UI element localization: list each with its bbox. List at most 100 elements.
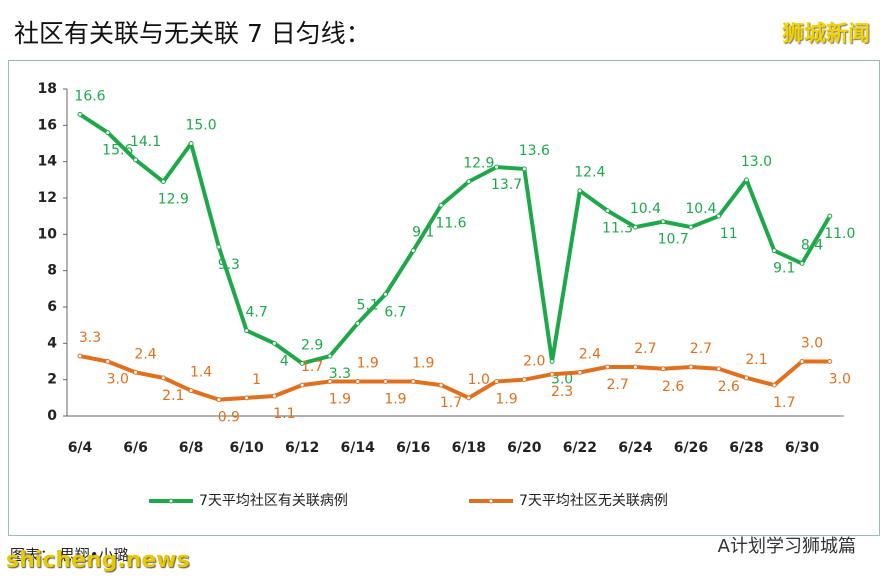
data-point (271, 340, 277, 346)
legend-label: 7天平均社区有关联病例 (199, 493, 348, 509)
data-point (605, 364, 611, 370)
legend-marker (488, 498, 494, 504)
data-point (827, 213, 833, 219)
y-tick-label: 16 (38, 117, 57, 133)
x-tick-label: 6/16 (396, 440, 430, 456)
watermark: 狮城新闻 (781, 22, 870, 47)
data-label: 2.0 (523, 354, 545, 370)
data-label: 15.6 (102, 143, 133, 159)
data-point (743, 375, 749, 381)
x-tick-label: 6/30 (785, 440, 820, 456)
data-point (660, 219, 666, 225)
data-point (355, 320, 361, 326)
x-tick-label: 6/24 (618, 440, 653, 456)
y-tick-label: 4 (47, 335, 57, 351)
data-point (521, 377, 527, 383)
data-label: 2.1 (162, 388, 184, 404)
data-point (771, 248, 777, 254)
series-line (78, 112, 832, 366)
data-label: 4.7 (245, 305, 267, 321)
data-label: 2.3 (551, 384, 573, 400)
data-label: 2.6 (662, 379, 684, 395)
data-point (327, 353, 333, 359)
y-tick-label: 0 (47, 408, 57, 424)
data-label: 1.0 (468, 372, 490, 388)
chart-frame: 0 2 4 6 8 10 12 14 16 18 6/4 6/6 6/8 6/10 6/12 6/14 6/16… (8, 60, 880, 536)
data-label: 3.3 (329, 366, 351, 382)
data-point (216, 244, 222, 250)
data-point (521, 166, 527, 172)
data-label: 2.4 (134, 346, 156, 362)
x-tick-label: 6/14 (341, 440, 376, 456)
data-label: 1.7 (440, 395, 462, 411)
data-label: 3.0 (829, 372, 851, 388)
data-label: 5.1 (357, 297, 379, 313)
data-label: 15.0 (185, 118, 216, 134)
data-point (160, 179, 166, 185)
data-point (438, 382, 444, 388)
data-label: 11.3 (602, 221, 633, 237)
data-point (77, 111, 83, 117)
data-label: 3.0 (801, 336, 823, 352)
data-label: 11 (720, 226, 738, 242)
data-point (605, 208, 611, 214)
data-label: 11.0 (824, 226, 855, 242)
data-point (382, 291, 388, 297)
data-point (716, 213, 722, 219)
account: A计划学习狮城篇 (717, 536, 856, 557)
data-label: 10.4 (685, 201, 716, 217)
data-label: 1.1 (273, 406, 295, 422)
data-label: 13.0 (741, 154, 772, 170)
data-point (271, 393, 277, 399)
data-point (577, 369, 583, 375)
data-point (327, 378, 333, 384)
data-point (382, 378, 388, 384)
data-label: 1 (252, 372, 261, 388)
data-label: 13.6 (519, 143, 550, 159)
x-tick-label: 6/8 (179, 440, 204, 456)
data-point (216, 397, 222, 403)
data-label: 11.6 (435, 215, 466, 231)
data-label: 10.7 (658, 232, 689, 248)
data-label: 1.7 (773, 395, 795, 411)
data-label: 3.0 (107, 372, 129, 388)
x-tick-label: 6/6 (123, 440, 148, 456)
data-point (466, 395, 472, 401)
page-title: 社区有关联与无关联 7 日匀线： (14, 19, 371, 48)
x-tick-label: 6/4 (68, 440, 93, 456)
data-label: 2.9 (301, 337, 323, 353)
data-label: 1.9 (412, 355, 434, 371)
data-point (688, 224, 694, 230)
data-label: 13.7 (491, 177, 522, 193)
y-tick-label: 18 (38, 81, 57, 97)
data-label: 1.7 (301, 359, 323, 375)
data-label: 3.3 (79, 330, 101, 346)
data-point (355, 378, 361, 384)
data-label: 1.9 (384, 391, 406, 407)
data-label: 2.7 (690, 341, 712, 357)
data-label: 1.4 (190, 365, 212, 381)
data-point (716, 366, 722, 372)
caption: 图表： 思翔•小璐 (10, 546, 129, 564)
y-tick-label: 10 (38, 226, 58, 242)
x-tick-label: 6/28 (729, 440, 763, 456)
y-tick-label: 2 (47, 372, 57, 388)
data-label: 2.6 (718, 379, 740, 395)
data-point (133, 369, 139, 375)
data-label: 8.4 (801, 237, 823, 253)
data-point (494, 378, 500, 384)
site-watermark: shicheng.news (6, 548, 190, 573)
y-tick-label: 8 (47, 263, 57, 279)
x-tick-label: 6/20 (507, 440, 542, 456)
x-tick-label: 6/12 (285, 440, 319, 456)
data-label: 16.6 (74, 88, 105, 104)
data-point (410, 378, 416, 384)
y-tick-label: 14 (38, 154, 58, 170)
data-point (743, 177, 749, 183)
data-point (188, 388, 194, 394)
data-point (299, 382, 305, 388)
data-label: 2.4 (579, 346, 601, 362)
data-point (133, 157, 139, 163)
data-point (105, 130, 111, 136)
data-label: 2.1 (745, 352, 767, 368)
